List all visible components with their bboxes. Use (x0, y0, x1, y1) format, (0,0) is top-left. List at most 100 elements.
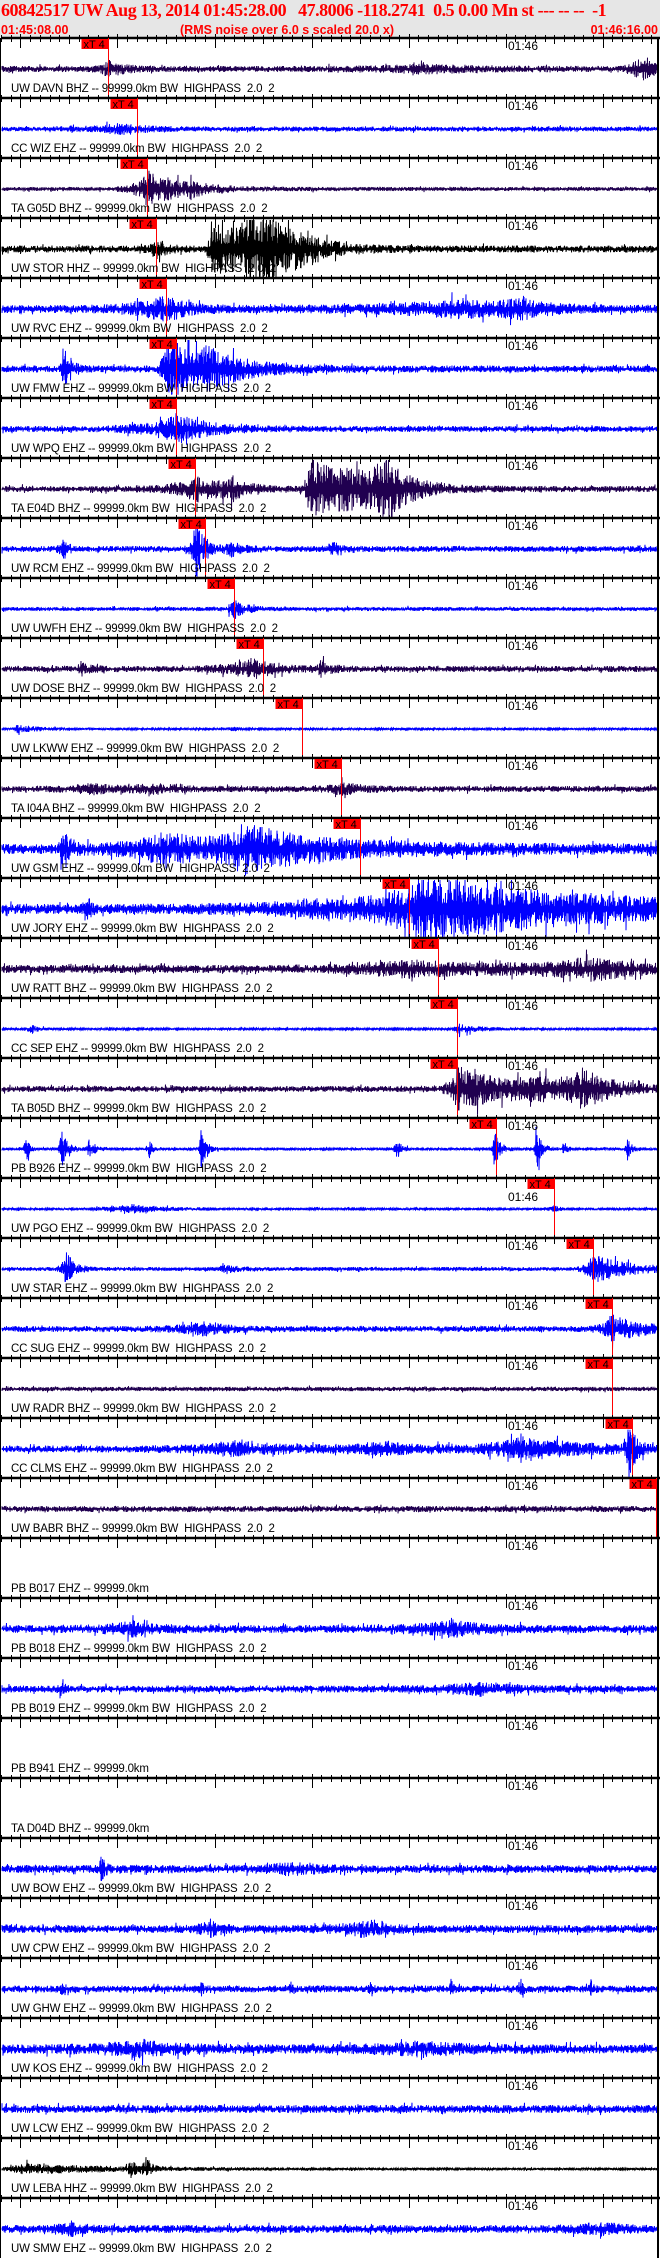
waveform-trace (1, 1679, 659, 1699)
pick-flag[interactable] (585, 1299, 613, 1309)
trace-svg (1, 1534, 660, 1548)
waveform-trace (1, 655, 659, 679)
pick-label: xT 4 (530, 1179, 551, 1191)
minute-tick-label: 01:46 (508, 939, 539, 953)
pick-flag[interactable] (129, 219, 157, 229)
waveform-trace (1, 413, 659, 445)
waveform-trace (1, 1126, 659, 1171)
pick-flag[interactable] (333, 819, 361, 829)
trace-svg: xT 4 (1, 154, 660, 218)
pick-flag[interactable] (207, 579, 235, 589)
trace-panel: xT 4 01:46 UW GSM EHZ -- 99999.0km BW HIGH… (1, 814, 660, 878)
trace-panel: xT 4 01:46 CC SUG EHZ -- 99999.0km BW HIGH… (1, 1294, 660, 1358)
waveform-trace (1, 459, 659, 519)
pick-flag[interactable] (430, 1059, 458, 1069)
pick-flag[interactable] (275, 699, 303, 709)
trace-svg: xT 4 (1, 334, 660, 398)
pick-label: xT 4 (239, 639, 260, 651)
pick-label: xT 4 (152, 399, 173, 411)
station-label: UW DAVN BHZ -- 99999.0km BW HIGHPASS 2.0… (11, 83, 275, 95)
station-label: TA D04D BHZ -- 99999.0km (11, 1823, 150, 1835)
pick-label: xT 4 (132, 219, 153, 231)
minute-tick-label: 01:46 (508, 759, 539, 773)
pick-label: xT 4 (278, 699, 299, 711)
minute-tick-label: 01:46 (508, 1190, 539, 1204)
minute-tick-label: 01:46 (508, 579, 539, 593)
pick-label: xT 4 (414, 939, 435, 951)
minute-tick-label: 01:46 (508, 39, 539, 53)
station-label: CC SEP EHZ -- 99999.0km BW HIGHPASS 2.0 … (11, 1043, 264, 1055)
waveform-trace (1, 949, 659, 983)
trace-svg (1, 1954, 660, 1998)
trace-panel: xT 4 01:46 UW JORY EHZ -- 99999.0km BW HIG… (1, 874, 660, 939)
trace-panel: 01:46 UW CPW EHZ -- 99999.0km BW HIGHPASS… (1, 1894, 660, 1958)
trace-svg (1, 2194, 660, 2239)
waveform-trace (1, 1203, 659, 1214)
trace-panel: xT 4 01:46 UW BABR BHZ -- 99999.0km BW HIG… (1, 1474, 660, 1538)
trace-svg: xT 4 (1, 634, 660, 698)
trace-svg (1, 1834, 660, 1882)
trace-panel: 01:46 PB B018 EHZ -- 99999.0km BW HIGHPAS… (1, 1594, 660, 1658)
pick-flag[interactable] (382, 879, 410, 889)
station-label: UW GSM EHZ -- 99999.0km BW HIGHPASS 2.0 … (11, 863, 270, 875)
waveform-trace (1, 1429, 659, 1479)
trace-svg (1, 2014, 660, 2066)
minute-tick-label: 01:46 (508, 1959, 539, 1973)
minute-tick-label: 01:46 (508, 1119, 539, 1133)
trace-panel: 01:46 UW LCW EHZ -- 99999.0km BW HIGHPASS… (1, 2074, 660, 2138)
pick-flag[interactable] (430, 999, 458, 1009)
waveform-trace (1, 1023, 659, 1038)
waveform-trace (1, 292, 659, 326)
minute-tick-label: 01:46 (508, 1839, 539, 1853)
pick-flag[interactable] (411, 939, 439, 949)
station-label: UW LKWW EHZ -- 99999.0km BW HIGHPASS 2.0… (11, 743, 280, 755)
trace-panel: xT 4 01:46 TA B05D BHZ -- 99999.0km BW HIG… (1, 1054, 660, 1118)
minute-tick-label: 01:46 (508, 819, 539, 833)
minute-tick-label: 01:46 (508, 2019, 539, 2033)
station-label: UW BOW EHZ -- 99999.0km BW HIGHPASS 2.0 … (11, 1883, 272, 1895)
trace-svg: xT 4 (1, 694, 660, 758)
trace-svg (1, 2074, 660, 2116)
station-label: TA G05D BHZ -- 99999.0km BW HIGHPASS 2.0… (11, 203, 268, 215)
pick-flag[interactable] (469, 1119, 497, 1129)
pick-flag[interactable] (110, 99, 138, 109)
station-label: UW UWFH EHZ -- 99999.0km BW HIGHPASS 2.0… (11, 623, 278, 635)
pick-flag[interactable] (566, 1239, 594, 1249)
end-time: 01:46:16.00 (590, 23, 658, 37)
waveform-trace (1, 824, 659, 876)
waveform-trace (1, 339, 659, 395)
pick-flag[interactable] (168, 459, 196, 469)
minute-tick-label: 01:46 (508, 1779, 539, 1793)
pick-flag[interactable] (120, 159, 148, 169)
station-label: PB B018 EHZ -- 99999.0km BW HIGHPASS 2.0… (11, 1643, 267, 1655)
pick-flag[interactable] (605, 1419, 633, 1429)
station-label: UW JORY EHZ -- 99999.0km BW HIGHPASS 2.0… (11, 923, 274, 935)
minute-tick-label: 01:46 (508, 399, 539, 413)
pick-flag[interactable] (149, 399, 177, 409)
pick-flag[interactable] (236, 639, 264, 649)
trace-svg: xT 4 (1, 1114, 660, 1178)
trace-panel: xT 4 01:46 TA E04D BHZ -- 99999.0km BW HIG… (1, 454, 660, 519)
trace-panel: xT 4 01:46 UW LKWW EHZ -- 99999.0km BW HIG… (1, 694, 660, 758)
minute-tick-label: 01:46 (508, 999, 539, 1013)
pick-flag[interactable] (81, 39, 109, 49)
station-label: UW SMW EHZ -- 99999.0km BW HIGHPASS 2.0 … (11, 2243, 272, 2255)
pick-flag[interactable] (178, 519, 206, 529)
pick-flag[interactable] (139, 279, 167, 289)
minute-tick-label: 01:46 (508, 1599, 539, 1613)
minute-tick-label: 01:46 (508, 1479, 539, 1493)
station-label: UW LEBA HHZ -- 99999.0km BW HIGHPASS 2.0… (11, 2183, 273, 2195)
trace-svg: xT 4 (1, 574, 660, 638)
pick-flag[interactable] (585, 1359, 613, 1369)
trace-panel: xT 4 01:46 UW FMW EHZ -- 99999.0km BW HIGH… (1, 334, 660, 398)
minute-tick-label: 01:46 (508, 1299, 539, 1313)
trace-panel: 01:46 UW GHW EHZ -- 99999.0km BW HIGHPASS… (1, 1954, 660, 2018)
waveform-trace (1, 1504, 659, 1514)
trace-svg: xT 4 (1, 994, 660, 1058)
pick-flag[interactable] (149, 339, 177, 349)
trace-svg (1, 1654, 660, 1699)
trace-svg: xT 4 (1, 814, 660, 878)
pick-flag[interactable] (314, 759, 342, 769)
pick-flag[interactable] (527, 1179, 555, 1189)
pick-flag[interactable] (629, 1479, 657, 1489)
